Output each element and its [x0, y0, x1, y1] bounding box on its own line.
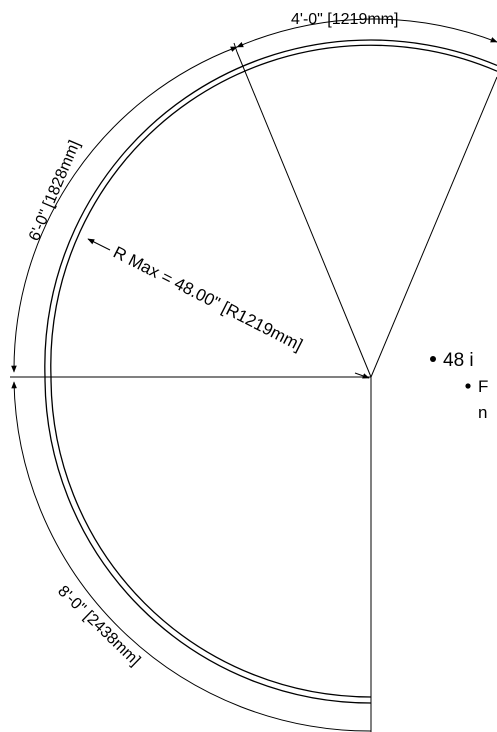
bullet-dot-2 [465, 383, 470, 388]
inner-arc [51, 45, 497, 697]
radius-leader [88, 239, 110, 250]
bullet-dot-1 [430, 356, 436, 362]
dimension-arc-lower-left [14, 382, 371, 731]
outer-arc [45, 40, 497, 703]
note-bullet-2: F [478, 377, 488, 396]
radial-line-top-right [371, 77, 497, 377]
note-bullet-2-continued: n [478, 403, 487, 422]
radius-label: R Max = 48.00" [R1219mm] [110, 243, 305, 355]
note-bullet-1: 48 i [443, 350, 474, 371]
dimension-label-top: 4'-0" [1219mm] [291, 11, 398, 28]
